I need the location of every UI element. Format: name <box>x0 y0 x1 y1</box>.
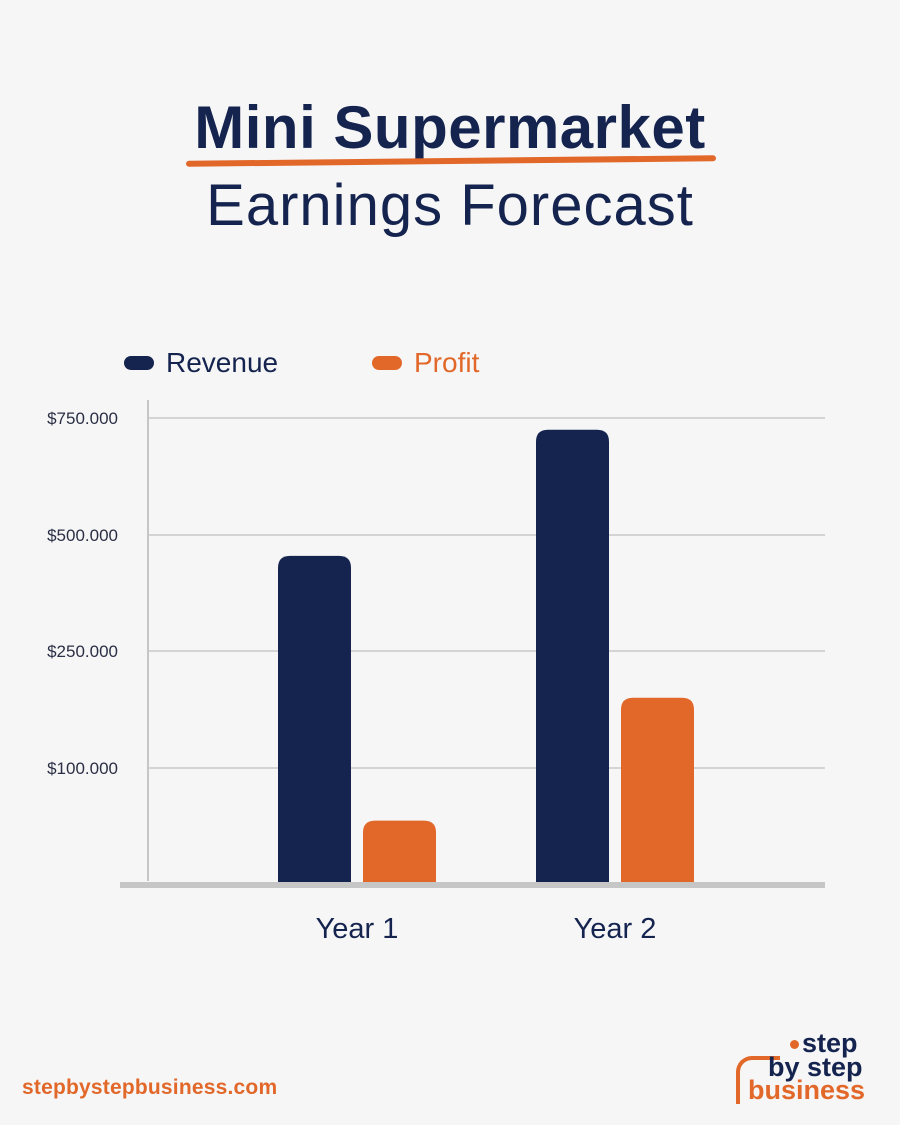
bar-profit-year-2 <box>621 697 694 885</box>
x-tick-label: Year 2 <box>574 913 657 945</box>
bar-revenue-year-2 <box>536 429 609 885</box>
title-line-1: Mini Supermarket <box>194 94 706 161</box>
legend-swatch-revenue <box>124 356 154 370</box>
bar-chart: $100.000 $250.000 $500.000 $750.000 Year 1 Ye… <box>47 400 825 945</box>
bar-revenue-year-1 <box>278 555 351 885</box>
x-tick-label: Year 1 <box>316 913 399 945</box>
x-axis-line <box>120 882 825 888</box>
logo-dot <box>790 1040 799 1049</box>
bar-profit-year-1 <box>363 820 436 885</box>
legend-label-revenue: Revenue <box>166 347 279 378</box>
brand-logo: step by step business <box>730 1028 870 1105</box>
footer-url[interactable]: stepbystepbusiness.com <box>22 1076 278 1099</box>
chart-title: Mini Supermarket <box>0 92 900 164</box>
y-tick-label: $100.000 <box>47 759 118 778</box>
legend-item-revenue: Revenue <box>124 343 278 383</box>
y-tick-label: $500.000 <box>47 526 118 545</box>
legend-label-profit: Profit <box>414 347 480 378</box>
logo-arc-mark <box>736 1056 780 1104</box>
logo-word-by-step: by step <box>768 1052 863 1082</box>
y-tick-label: $750.000 <box>47 409 118 428</box>
legend-swatch-profit <box>372 356 402 370</box>
y-tick-label: $250.000 <box>47 642 118 661</box>
logo-word-step: step <box>802 1028 858 1058</box>
logo-word-business: business <box>748 1075 866 1105</box>
legend-item-profit: Profit <box>372 343 479 383</box>
title-line-2: Earnings Forecast <box>206 173 694 238</box>
